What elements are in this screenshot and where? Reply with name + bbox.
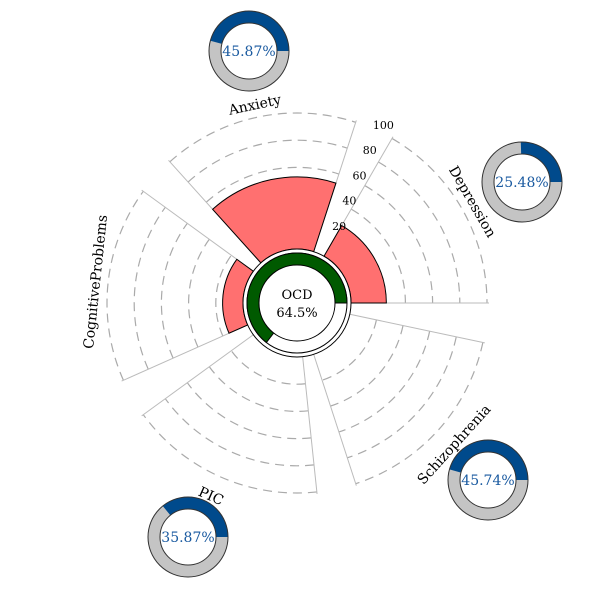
donut-outline	[147, 496, 229, 578]
category-label: Anxiety	[226, 92, 283, 119]
grid-arc	[142, 414, 317, 494]
center-value: 64.5%	[276, 306, 317, 321]
sector-edge	[121, 324, 248, 382]
donut-pic: 35.87%	[147, 496, 229, 578]
grid-arc	[208, 366, 309, 412]
donut-hole	[220, 22, 278, 80]
center-label: OCD	[281, 288, 312, 303]
donut-label: 45.87%	[222, 44, 275, 60]
grid-arc	[188, 238, 210, 348]
tick-label: 80	[363, 144, 377, 157]
donut-outline	[208, 10, 290, 92]
sector-anxiety: Anxiety	[168, 92, 357, 264]
grid-arc	[338, 331, 431, 433]
donut-outline	[447, 439, 529, 521]
grid-arc	[215, 254, 232, 337]
grid-arc	[169, 112, 356, 163]
grid-arc	[205, 166, 340, 203]
donut-hole	[159, 508, 217, 566]
grid-arc	[378, 161, 461, 304]
tick-label: 100	[373, 119, 394, 132]
grid-arc	[186, 382, 312, 440]
category-label: CognitiveProblems	[81, 214, 111, 350]
grid-arc	[364, 185, 434, 304]
donut-hole	[493, 153, 551, 211]
donut-label: 25.48%	[495, 175, 548, 191]
grid-arc	[133, 206, 166, 370]
donut-fill	[449, 440, 528, 480]
grid-arc	[355, 342, 484, 485]
sector-edge	[141, 334, 254, 417]
sector-edge	[302, 356, 318, 495]
sector-edge	[313, 354, 357, 486]
sector-depression: Depression	[323, 136, 499, 304]
center-inner	[258, 264, 336, 342]
grid-arc	[106, 190, 144, 381]
grid-arc	[164, 398, 315, 467]
grid-arc	[347, 336, 457, 459]
grid-arc	[230, 350, 306, 385]
grid-arc	[330, 325, 404, 407]
grid-arc	[160, 222, 188, 359]
donut-anxiety: 45.87%	[208, 10, 290, 92]
tick-label: 20	[332, 220, 346, 233]
donut-fill	[210, 11, 289, 51]
bar	[211, 176, 337, 264]
donut-label: 35.87%	[161, 530, 214, 546]
grid-arc	[187, 139, 348, 183]
donut-fill	[162, 496, 228, 537]
tick-label: 60	[353, 169, 367, 182]
donut-schizophrenia: 45.74%	[447, 439, 529, 521]
tick-label: 40	[342, 195, 356, 208]
donut-outline	[481, 141, 563, 223]
donut-label: 45.74%	[461, 473, 514, 489]
sector-edge	[141, 189, 254, 272]
grid-arc	[391, 137, 488, 304]
grid-arc	[321, 319, 378, 381]
donut-hole	[459, 451, 517, 509]
donut-fill	[520, 142, 562, 182]
donut-depression: 25.48%	[481, 141, 563, 223]
sector-edge	[349, 313, 485, 344]
